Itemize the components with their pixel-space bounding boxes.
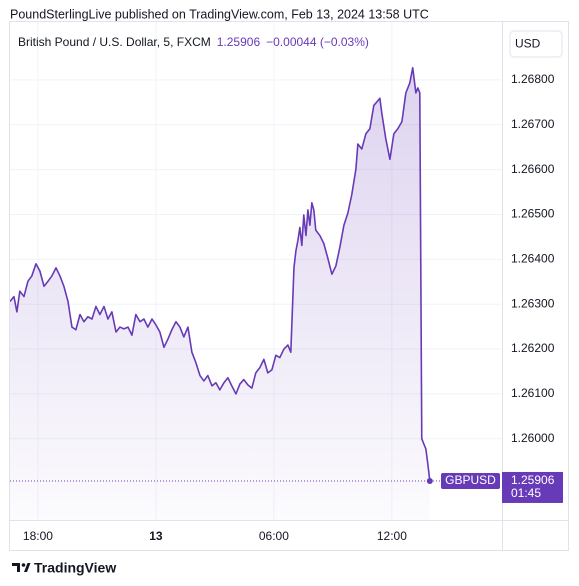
x-tick-label: 18:00 <box>23 529 53 543</box>
x-tick-label: 13 <box>149 529 163 543</box>
symbol-tag-label: GBPUSD <box>445 473 496 487</box>
y-tick-label: 1.26700 <box>511 117 555 131</box>
last-point <box>426 477 433 484</box>
y-tick-label: 1.26200 <box>511 341 555 355</box>
x-tick-label: 12:00 <box>377 529 407 543</box>
price-line <box>10 66 431 482</box>
header-title: PoundSterlingLive published on TradingVi… <box>10 7 429 21</box>
y-tick-label: 1.26400 <box>511 252 555 266</box>
y-tick-label: 1.26100 <box>511 386 555 400</box>
currency-label: USD <box>515 37 541 51</box>
y-tick-label: 1.26500 <box>511 207 555 221</box>
plot <box>10 66 502 520</box>
y-tick-label: 1.26600 <box>511 162 555 176</box>
y-tick-label: 1.26000 <box>511 431 555 445</box>
legend-change: −0.00044 (−0.03%) <box>266 35 369 49</box>
legend-symbol: British Pound / U.S. Dollar, 5, FXCM <box>18 35 211 49</box>
chart-frame <box>9 21 569 551</box>
price-tag-label: 1.25906 <box>511 473 555 487</box>
currency-button[interactable] <box>509 30 563 58</box>
brand-name: TradingView <box>34 560 116 576</box>
y-tick-label: 1.26300 <box>511 296 555 310</box>
price-tag <box>502 471 563 503</box>
x-tick-label: 06:00 <box>259 529 289 543</box>
y-tick-label: 1.26800 <box>511 72 555 86</box>
brand-logo <box>12 563 31 572</box>
symbol-tag <box>441 472 500 489</box>
area <box>10 67 430 520</box>
legend-last: 1.25906 <box>217 35 261 49</box>
axes: 1.26000 1.26100 1.26200 1.26300 1.26400 1.265… <box>23 72 563 543</box>
countdown-label: 01:45 <box>511 486 541 500</box>
